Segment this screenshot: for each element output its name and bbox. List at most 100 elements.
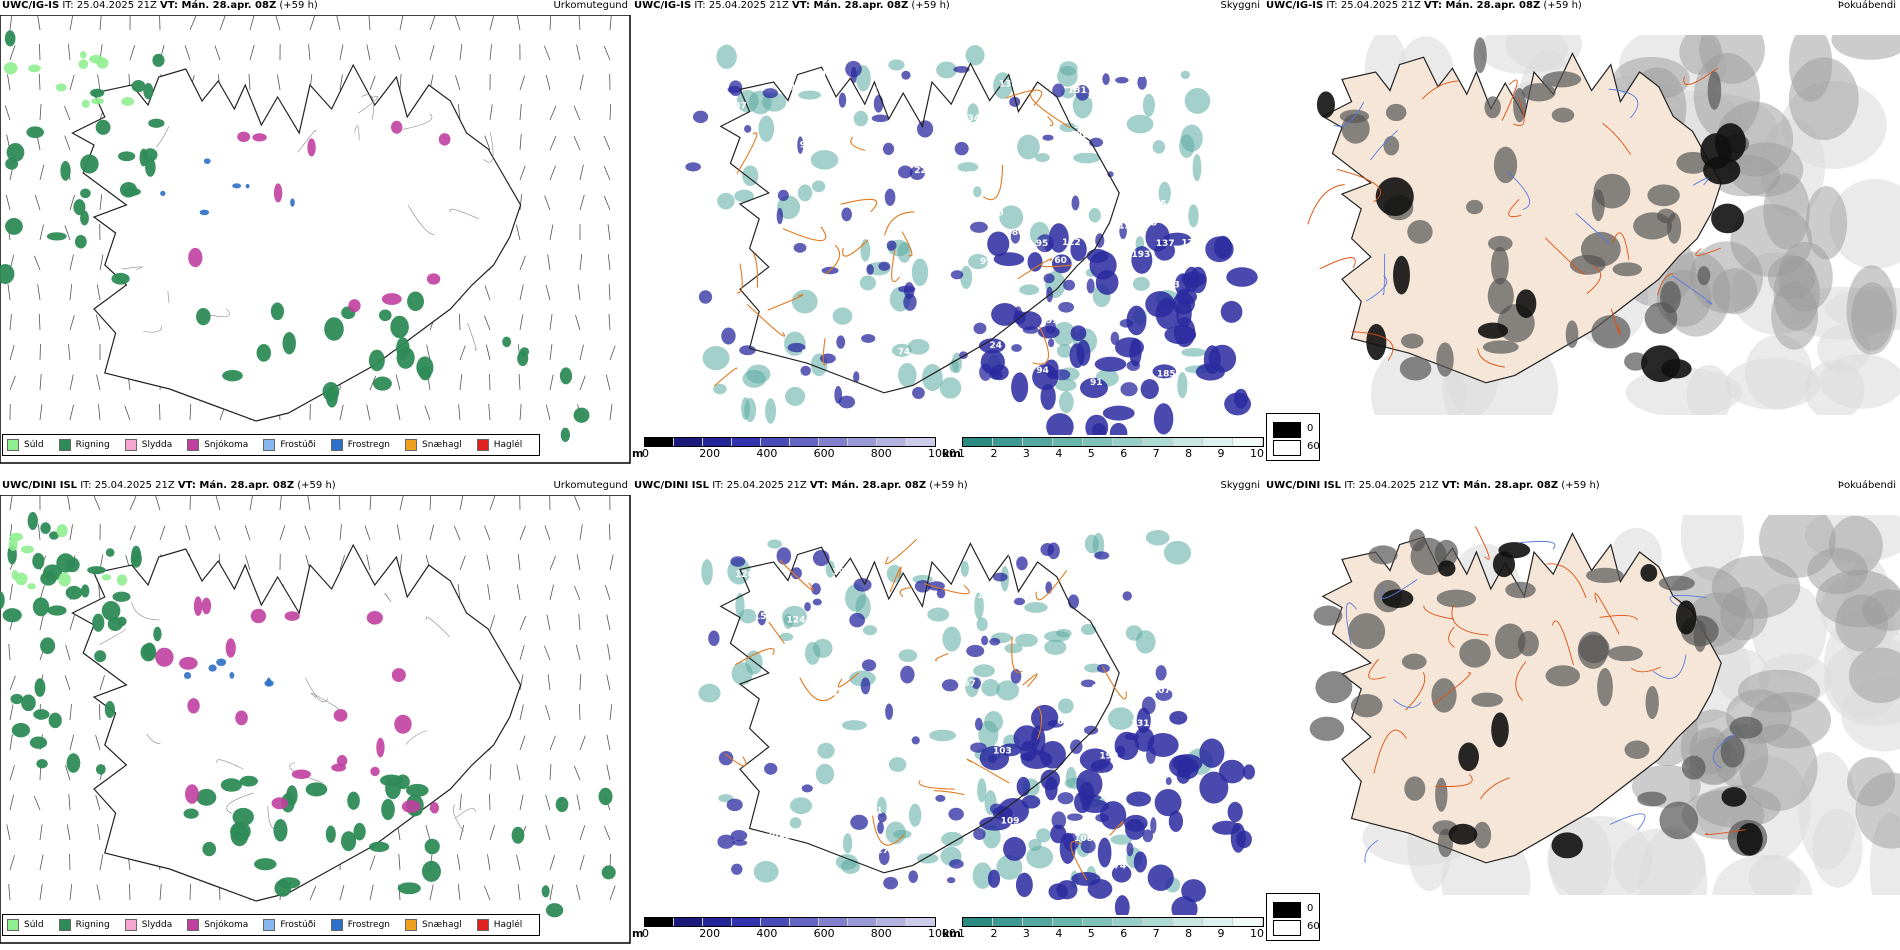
ceiling-label: 177 [1181, 238, 1200, 248]
precip-type-map [0, 495, 631, 944]
legend-item: Snjókoma [187, 919, 248, 931]
colorbar-unit: m [632, 927, 644, 940]
ceiling-colorbar: m 0 200 400 600 800 1000 [632, 437, 956, 461]
colorbar-tick: 8 [1185, 927, 1193, 940]
legend-label: Rigning [75, 440, 110, 450]
fog-legend-swatch-dark [1273, 422, 1301, 438]
ceiling-label: 60 [903, 595, 916, 605]
ceiling-label: 60 [780, 153, 793, 163]
ceiling-label: 93 [800, 141, 813, 151]
ceiling-label: 82 [886, 331, 899, 341]
ceiling-label: 58 [801, 349, 814, 359]
panel-title: UWC/IG-IS IT: 25.04.2025 21Z VT: Mán. 28… [2, 0, 318, 11]
colorbar-tick: 6 [1120, 447, 1128, 460]
ceiling-label: 42 [783, 113, 796, 123]
ceiling-label: 106 [1138, 70, 1157, 80]
colorbar-tick: 1000 [928, 447, 956, 460]
fog-index-map [1309, 515, 1900, 895]
precip-type-legend: Súld Rigning Slydda Snjókoma Frostúði Frostre… [2, 434, 541, 456]
legend-item: Rigning [58, 439, 110, 451]
top-visibility-panel: UWC/IG-IS IT: 25.04.2025 21Z VT: Mán. 28… [632, 0, 1264, 470]
legend-item: Snjókoma [187, 439, 248, 451]
ceiling-label: 116 [936, 168, 955, 178]
panel-variable-label: Skyggni [1220, 480, 1260, 491]
ceiling-label: 83 [1176, 612, 1189, 622]
legend-swatch [124, 919, 137, 931]
legend-swatch [476, 439, 489, 451]
ceiling-label: 147 [916, 329, 935, 339]
legend-label: Snæhagl [422, 920, 462, 930]
legend-item: Súld [7, 439, 44, 451]
ceiling-label: 122 [1062, 238, 1081, 248]
colorbar-tick: 2 [990, 447, 998, 460]
ceiling-label: 115 [1138, 219, 1157, 229]
colorbar-tick: 400 [756, 927, 778, 940]
top-fog-panel: UWC/IG-IS IT: 25.04.2025 21Z VT: Mán. 28… [1264, 0, 1900, 470]
legend-label: Rigning [75, 920, 110, 930]
ceiling-label: 31 [1110, 136, 1123, 146]
ceiling-label: 131 [1131, 719, 1150, 729]
legend-item: Frostúði [263, 439, 316, 451]
ceiling-label: 152 [1077, 578, 1096, 588]
colorbar-strip [644, 917, 936, 927]
legend-swatch [263, 919, 276, 931]
legend-swatch [405, 919, 418, 931]
colorbar-tick: 200 [699, 927, 721, 940]
ceiling-label: 92 [1102, 772, 1115, 782]
ceiling-label: 107 [1152, 686, 1171, 696]
colorbar-tick: 2 [990, 927, 998, 940]
colorbar-tick: 7 [1152, 927, 1160, 940]
ceiling-label: 67 [963, 679, 976, 689]
ceiling-label: 73 [792, 257, 805, 267]
legend-swatch [476, 919, 489, 931]
colorbar-tick: 4 [1055, 447, 1063, 460]
ceiling-label: 63 [1044, 173, 1057, 183]
ceiling-label: 99 [980, 257, 993, 267]
visibility-colorbar: km 1 2 3 4 5 6 7 8 9 10 [942, 917, 1264, 941]
panel-title: UWC/DINI ISL IT: 25.04.2025 21Z VT: Mán.… [634, 480, 968, 491]
colorbar-strip [962, 917, 1264, 927]
legend-item: Slydda [124, 439, 172, 451]
fog-legend: 0 60 [1266, 893, 1320, 941]
colorbar-tick: 1 [958, 447, 965, 460]
legend-label: Slydda [141, 920, 173, 930]
colorbar-tick: 8 [1185, 447, 1193, 460]
ceiling-label: 85 [723, 548, 736, 558]
legend-item: Snæhagl [405, 919, 462, 931]
ceiling-label: 151 [1155, 110, 1174, 120]
ceiling-label: 137 [977, 591, 996, 601]
visibility-ceiling-map: 103 77 74 60 73 69 126 137 67 83 89 55 76 68 78 138 131 9… [698, 529, 1255, 915]
colorbar-tick: 4 [1055, 927, 1063, 940]
colorbar-unit: km [942, 927, 961, 940]
ceiling-label: 181 [1071, 146, 1090, 156]
panel-title: UWC/IG-IS IT: 25.04.2025 21Z VT: Mán. 28… [634, 0, 950, 11]
colorbar-tick: 7 [1152, 447, 1160, 460]
precip-type-map [0, 15, 631, 464]
ceiling-label: 111 [828, 132, 847, 142]
ceiling-label: 55 [958, 743, 971, 753]
ceiling-label: 68 [1085, 612, 1098, 622]
colorbar-tick: 6 [1120, 927, 1128, 940]
legend-swatch [330, 439, 343, 451]
ceiling-label: 17 [877, 284, 890, 294]
colorbar-unit: km [942, 447, 961, 460]
ceiling-label: 138 [1070, 131, 1089, 141]
colorbar-tick: 800 [870, 447, 892, 460]
ceiling-label: 193 [1131, 250, 1150, 260]
ceiling-label: 107 [728, 102, 747, 112]
legend-label: Snjókoma [204, 920, 249, 930]
ceiling-label: 132 [842, 265, 861, 275]
ceiling-label: 127 [870, 846, 889, 856]
ceiling-label: 103 [993, 746, 1012, 756]
colorbar-tick: 0 [642, 447, 649, 460]
fog-legend-label: 0 [1307, 423, 1314, 434]
ceiling-label: 108 [1074, 834, 1093, 844]
bottom-visibility-panel: UWC/DINI ISL IT: 25.04.2025 21Z VT: Mán.… [632, 480, 1264, 950]
legend-item: Haglél [476, 919, 522, 931]
ceiling-label: 42 [876, 82, 889, 92]
legend-label: Súld [24, 440, 44, 450]
legend-swatch [58, 439, 71, 451]
fog-legend-label: 60 [1307, 441, 1320, 452]
legend-item: Frostúði [263, 919, 316, 931]
ceiling-label: 25 [1154, 200, 1167, 210]
